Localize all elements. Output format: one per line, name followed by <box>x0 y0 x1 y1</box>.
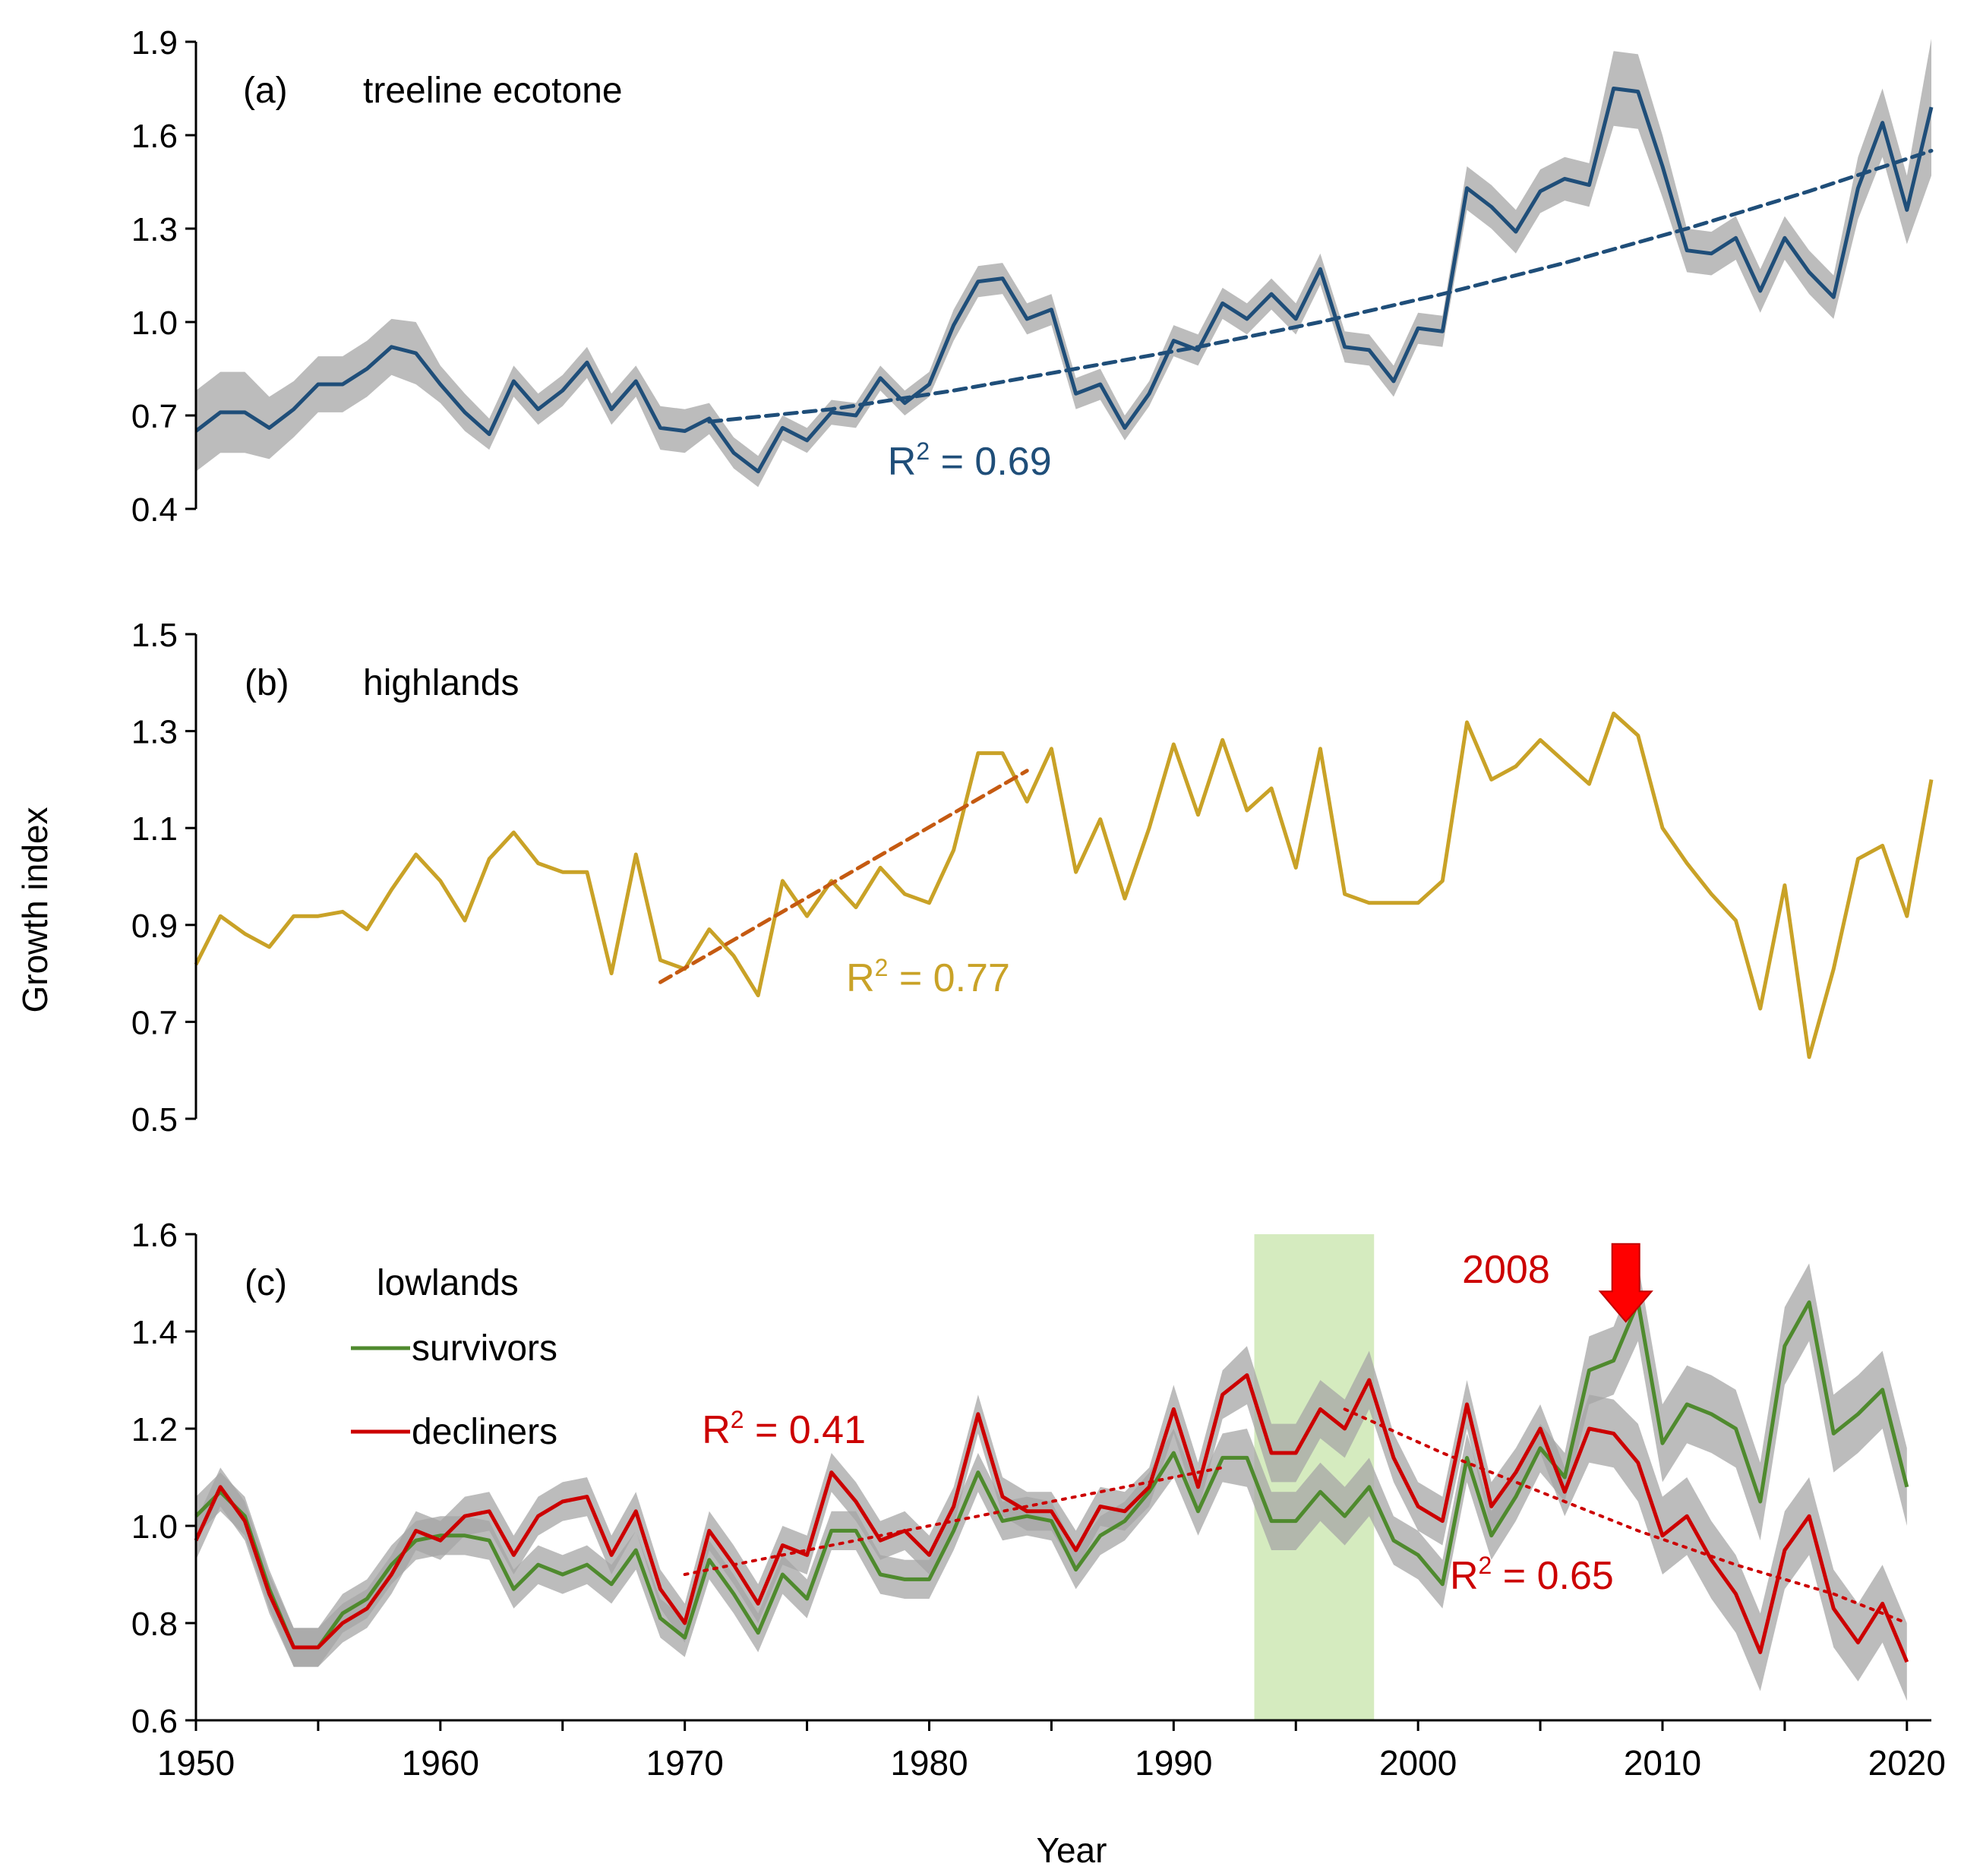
x-axis-label: Year <box>1037 1830 1107 1870</box>
x-tick-label: 1990 <box>1135 1743 1212 1783</box>
panel-label: (b) <box>245 663 289 703</box>
panel-label: (c) <box>245 1263 287 1303</box>
y-tick-label: 0.7 <box>131 1004 178 1041</box>
x-tick-label: 1950 <box>157 1743 235 1783</box>
x-tick-label: 2020 <box>1868 1743 1946 1783</box>
panel-b: 0.5 0.7 0.9 1.1 1.3 1.5 (b) highlands R2 = 0.77 <box>131 617 1934 1139</box>
y-tick-label: 1.0 <box>131 305 178 342</box>
y-tick-label: 1.6 <box>131 1217 178 1254</box>
y-tick-label: 1.3 <box>131 211 178 248</box>
panel-a: 0.4 0.7 1.0 1.3 1.6 1.9 (a) treeline ecotone R2 … <box>131 24 1934 529</box>
r-squared-annotation: R2 = 0.69 <box>888 437 1052 484</box>
y-tick-label: 1.5 <box>131 617 178 654</box>
x-tick-label: 2000 <box>1379 1743 1457 1783</box>
x-tick-label: 2010 <box>1624 1743 1701 1783</box>
y-tick-label: 0.4 <box>131 491 178 529</box>
series-line-treeline-ecotone <box>194 87 1934 474</box>
legend-label-decliners: decliners <box>412 1412 557 1452</box>
trend-line <box>1343 1407 1909 1625</box>
y-tick-label: 1.1 <box>131 810 178 848</box>
y-tick-label: 0.6 <box>131 1703 178 1740</box>
series-line-survivors <box>194 1300 1909 1650</box>
panel-c: 0.6 0.8 1.0 1.2 1.4 1.6 (c) lowlands R2 = 0.41 R2… <box>131 1217 1909 1740</box>
trend-line <box>683 1466 1224 1576</box>
y-tick-label: 1.4 <box>131 1314 178 1351</box>
y-tick-label: 1.9 <box>131 24 178 62</box>
y-tick-label: 1.6 <box>131 118 178 155</box>
panel-label: (a) <box>243 71 288 111</box>
y-tick-label: 1.3 <box>131 714 178 751</box>
x-tick-label: 1970 <box>646 1743 723 1783</box>
x-tick-label: 1960 <box>402 1743 479 1783</box>
series-line-decliners <box>194 1373 1909 1663</box>
y-tick-label: 0.9 <box>131 908 178 945</box>
y-tick-label: 1.0 <box>131 1508 178 1546</box>
x-tick-label: 1980 <box>890 1743 968 1783</box>
y-tick-label: 0.5 <box>131 1101 178 1139</box>
panel-title: highlands <box>363 663 519 703</box>
axes-layer: 0.4 0.7 1.0 1.3 1.6 1.9 (a) treeline ecotone R2 … <box>131 24 1946 1783</box>
r-squared-annotation: R2 = 0.41 <box>702 1406 866 1452</box>
y-tick-label: 0.7 <box>131 398 178 435</box>
year-annotation: 2008 <box>1462 1248 1550 1292</box>
r-squared-annotation: R2 = 0.77 <box>846 954 1010 1000</box>
series-line-highlands <box>194 711 1934 1060</box>
down-arrow-icon <box>1598 1243 1653 1323</box>
y-tick-label: 1.2 <box>131 1411 178 1448</box>
trend-line <box>707 149 1934 424</box>
panel-title: lowlands <box>377 1263 519 1303</box>
y-tick-label: 0.8 <box>131 1606 178 1643</box>
trend-line <box>658 769 1029 984</box>
confidence-band-treeline-ecotone <box>196 38 1931 488</box>
legend-label-survivors: survivors <box>412 1328 557 1369</box>
panel-title: treeline ecotone <box>363 71 623 111</box>
y-axis-label: Growth index <box>15 807 55 1012</box>
r-squared-annotation: R2 = 0.65 <box>1450 1552 1614 1598</box>
